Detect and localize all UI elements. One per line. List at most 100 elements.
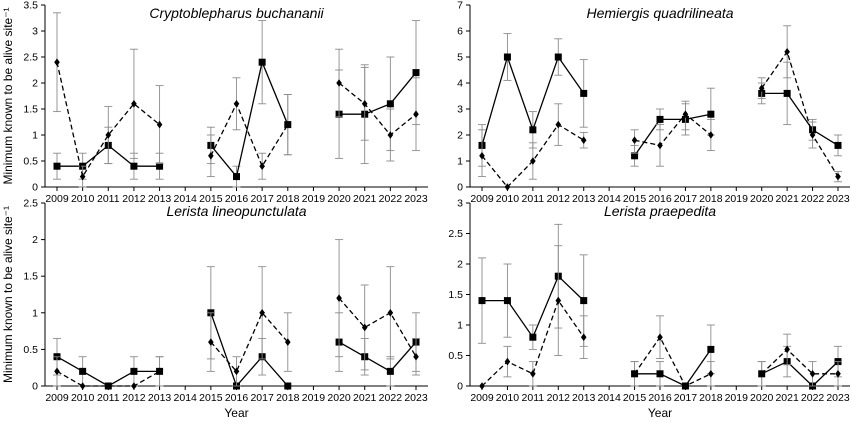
x-tick-label: 2019 [302, 193, 326, 205]
panel-title: Hemiergis quadrilineata [586, 5, 733, 21]
data-point-square [130, 367, 138, 375]
x-tick-label: 2012 [547, 392, 571, 404]
y-tick-label: 0 [32, 182, 38, 194]
data-point-square [130, 162, 138, 170]
data-point-diamond [682, 382, 689, 390]
x-tick-label: 2010 [71, 193, 95, 205]
x-tick-label: 2014 [597, 392, 621, 404]
x-tick-label: 2013 [572, 392, 596, 404]
data-point-diamond [530, 157, 536, 165]
x-tick-label: 2020 [327, 392, 351, 404]
x-tick-label: 2009 [45, 392, 69, 404]
x-tick-label: 2014 [597, 193, 621, 205]
series-line-solid [56, 356, 160, 387]
data-point-diamond [479, 152, 485, 160]
y-tick-label: 2 [32, 234, 38, 246]
x-tick-label: 2020 [750, 193, 774, 205]
x-tick-label: 2011 [522, 392, 545, 404]
x-tick-label: 2009 [45, 193, 69, 205]
x-tick-label: 2009 [470, 392, 494, 404]
x-tick-label: 2023 [404, 392, 428, 404]
x-tick-label: 2019 [725, 193, 749, 205]
x-tick-label: 2015 [199, 392, 223, 404]
data-point-diamond [156, 367, 163, 376]
data-point-diamond [835, 172, 841, 181]
y-axis-title: Minimum known to be alive site⁻¹ [1, 206, 15, 383]
data-point-diamond [156, 120, 163, 129]
x-tick-label: 2012 [122, 193, 146, 205]
data-point-diamond [809, 370, 816, 378]
data-point-diamond [784, 48, 790, 56]
y-tick-label: 2.5 [23, 198, 38, 210]
x-tick-label: 2011 [522, 193, 545, 205]
x-tick-label: 2012 [547, 193, 571, 205]
x-tick-label: 2015 [623, 193, 647, 205]
y-tick-label: 3.5 [23, 0, 38, 12]
data-point-square [580, 297, 588, 305]
x-tick-label: 2020 [327, 193, 351, 205]
data-point-diamond [259, 309, 265, 317]
y-tick-label: 3 [457, 104, 463, 116]
y-axis-title: Minimum known to be alive site⁻¹ [1, 7, 15, 184]
x-axis-title: Year [224, 406, 248, 420]
series-line-dashed [338, 297, 417, 358]
x-tick-label: 2023 [826, 392, 850, 404]
x-tick-label: 2009 [470, 193, 494, 205]
series-line-dashed [56, 62, 160, 179]
x-tick-label: 2018 [699, 392, 723, 404]
y-tick-label: 7 [457, 0, 463, 12]
x-tick-label: 2018 [699, 193, 723, 205]
series-line-dashed [56, 370, 160, 387]
data-point-diamond [555, 120, 562, 129]
data-point-diamond [835, 370, 841, 378]
x-tick-label: 2023 [826, 193, 850, 205]
x-tick-label: 2018 [276, 392, 300, 404]
data-point-square [554, 53, 562, 61]
x-tick-label: 2012 [122, 392, 146, 404]
series-line-dashed [761, 50, 839, 177]
y-tick-label: 1 [457, 156, 463, 168]
x-tick-label: 2021 [353, 193, 377, 205]
x-tick-label: 2021 [353, 392, 377, 404]
data-point-diamond [284, 120, 291, 129]
data-point-square [834, 141, 842, 149]
series-line-solid [338, 341, 417, 373]
data-point-diamond [54, 58, 60, 66]
data-point-square [503, 53, 511, 61]
x-tick-label: 2017 [250, 392, 274, 404]
y-tick-label: 4 [457, 78, 463, 90]
data-point-square [258, 58, 266, 66]
x-tick-label: 2017 [250, 193, 274, 205]
series-line-dashed [481, 299, 585, 387]
x-tick-label: 2011 [97, 193, 120, 205]
x-tick-label: 2022 [801, 193, 825, 205]
data-point-diamond [580, 333, 587, 341]
y-tick-label: 5 [457, 52, 463, 64]
x-tick-label: 2015 [199, 193, 223, 205]
x-tick-label: 2019 [302, 392, 326, 404]
x-tick-label: 2021 [775, 193, 799, 205]
x-tick-label: 2022 [379, 392, 403, 404]
data-point-diamond [580, 136, 587, 144]
series-line-solid [210, 312, 289, 388]
y-tick-label: 1 [32, 307, 38, 319]
y-tick-label: 1 [457, 320, 463, 332]
data-point-diamond [361, 100, 368, 108]
y-tick-label: 1.5 [23, 271, 38, 283]
series-line-dashed [761, 348, 838, 375]
data-point-diamond [105, 131, 112, 139]
x-tick-label: 2018 [276, 193, 300, 205]
data-point-diamond [336, 294, 342, 302]
data-point-diamond [657, 141, 663, 150]
data-point-square [79, 367, 87, 375]
data-point-square [529, 126, 537, 134]
data-point-diamond [784, 345, 790, 354]
data-point-diamond [131, 100, 137, 108]
data-point-square [478, 297, 486, 305]
data-point-diamond [504, 183, 511, 191]
y-tick-label: 3 [457, 198, 463, 210]
data-point-diamond [54, 367, 60, 376]
data-point-diamond [208, 338, 214, 346]
panel-title: Lerista praepedita [604, 203, 716, 219]
